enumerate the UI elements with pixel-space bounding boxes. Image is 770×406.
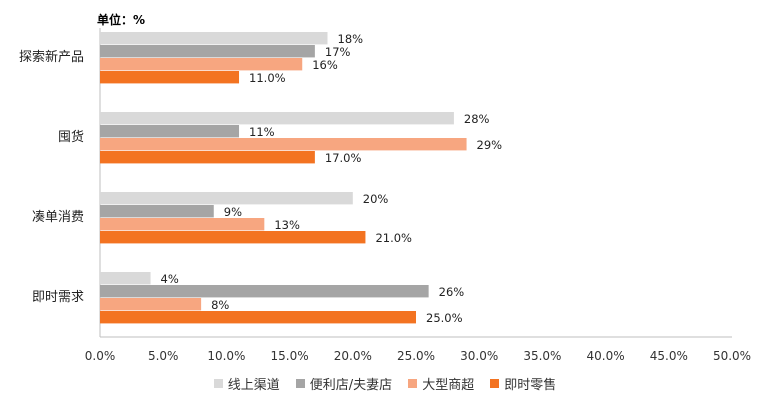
data-label: 13% [274, 218, 300, 232]
bar [100, 125, 240, 138]
x-tick-label: 45.0% [650, 349, 688, 363]
data-label: 17.0% [325, 151, 362, 165]
bar [100, 151, 315, 164]
bar [100, 112, 454, 125]
category-label: 囤货 [58, 129, 84, 145]
bar [100, 192, 353, 205]
bar [100, 311, 416, 324]
bar [100, 218, 265, 231]
bar [100, 71, 240, 84]
data-label: 26% [439, 285, 465, 299]
data-label: 17% [325, 45, 351, 59]
x-tick-label: 40.0% [587, 349, 625, 363]
bar [100, 45, 315, 58]
x-tick-label: 30.0% [460, 349, 498, 363]
legend-label: 线上渠道 [227, 378, 280, 393]
unit-label: 单位：% [97, 13, 146, 27]
x-tick-label: 10.0% [207, 349, 245, 363]
x-tick-label: 35.0% [523, 349, 561, 363]
legend-label: 大型商超 [422, 378, 475, 393]
bar [100, 58, 303, 71]
x-tick-label: 25.0% [397, 349, 435, 363]
legend-label: 便利店/夫妻店 [309, 378, 393, 393]
legend-swatch [213, 379, 223, 388]
data-label: 28% [464, 112, 490, 126]
legend-item: 便利店/夫妻店 [295, 374, 393, 393]
legend-swatch [408, 379, 418, 388]
x-tick-label: 20.0% [334, 349, 372, 363]
data-label: 8% [211, 298, 229, 312]
data-label: 25.0% [426, 311, 463, 325]
x-tick-label: 5.0% [148, 349, 179, 363]
bar [100, 272, 151, 285]
x-tick-label: 15.0% [271, 349, 309, 363]
x-tick-label: 50.0% [713, 349, 751, 363]
bar [100, 285, 429, 298]
bar [100, 231, 366, 244]
bar [100, 298, 202, 311]
legend-swatch [295, 379, 305, 388]
category-label: 凑单消费 [32, 210, 84, 225]
bar [100, 205, 214, 218]
data-label: 18% [338, 32, 364, 46]
data-label: 9% [224, 205, 242, 219]
data-label: 11.0% [249, 71, 286, 85]
category-label: 探索新产品 [19, 49, 84, 65]
legend-item: 大型商超 [408, 374, 474, 393]
category-label: 即时需求 [32, 290, 84, 305]
data-label: 11% [249, 125, 275, 139]
legend-swatch [490, 379, 500, 388]
legend-item: 线上渠道 [213, 374, 280, 393]
x-tick-label: 0.0% [85, 349, 116, 363]
legend-label: 即时零售 [504, 378, 557, 393]
bar [100, 138, 467, 151]
chart-legend: 线上渠道 便利店/夫妻店 大型商超 即时零售 [0, 374, 770, 393]
data-label: 21.0% [375, 231, 412, 245]
data-label: 16% [312, 58, 338, 72]
data-label: 29% [477, 138, 503, 152]
bar [100, 32, 328, 45]
data-label: 4% [161, 272, 179, 286]
legend-item: 即时零售 [490, 374, 556, 393]
data-label: 20% [363, 192, 389, 206]
